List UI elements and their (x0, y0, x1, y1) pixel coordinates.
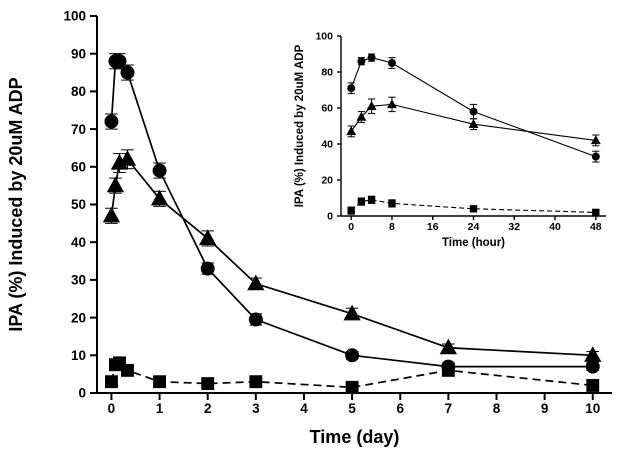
chart-inset: 0 20 40 60 80 100 0 8 16 24 32 40 48 IPA (%) Induced … (294, 31, 606, 249)
circle-marker (120, 65, 135, 80)
x-tick-label: 8 (389, 221, 395, 233)
series-squares (104, 356, 600, 394)
triangle-marker (356, 111, 367, 121)
square-marker (469, 205, 478, 213)
triangle-marker (247, 274, 265, 291)
square-marker (592, 208, 600, 217)
y-tick-label: 20 (321, 175, 333, 187)
square-marker (367, 196, 376, 204)
triangle-marker (584, 346, 602, 362)
circle-marker (367, 53, 376, 62)
y-tick-label: 30 (71, 273, 86, 288)
series-triangles (346, 96, 601, 147)
square-marker (586, 379, 600, 392)
series-line (350, 57, 596, 158)
x-tick-label: 4 (300, 401, 308, 416)
x-axis-label: Time (day) (310, 427, 400, 447)
triangle-marker (590, 135, 601, 145)
x-tick-label: 2 (204, 401, 212, 416)
triangle-marker (439, 338, 458, 355)
x-tick-label: 48 (590, 221, 602, 233)
y-tick-label: 10 (71, 348, 86, 363)
y-tick-label: 40 (71, 235, 86, 250)
triangle-marker (387, 99, 397, 109)
y-tick-label: 0 (327, 211, 333, 223)
triangle-marker (468, 119, 479, 128)
circle-marker (200, 261, 215, 276)
circle-marker (591, 152, 600, 161)
x-tick-label: 0 (108, 401, 116, 416)
y-axis-label: IPA (%) Induced by 20uM ADP (6, 77, 26, 331)
x-tick-label: 8 (493, 401, 501, 416)
y-tick-label: 90 (71, 46, 86, 61)
triangle-marker (343, 304, 361, 321)
square-marker (347, 206, 355, 215)
y-tick-label: 50 (71, 197, 86, 212)
series-line (110, 158, 593, 357)
square-marker (441, 363, 455, 377)
square-marker (104, 375, 118, 389)
triangle-marker (150, 189, 169, 206)
x-tick-label: 5 (348, 401, 356, 416)
x-tick-label: 9 (541, 401, 549, 416)
x-tick-label: 3 (252, 401, 260, 416)
circle-marker (585, 359, 600, 374)
circle-marker (469, 107, 478, 116)
series-triangles (102, 149, 602, 362)
y-tick-label: 60 (321, 103, 333, 115)
y-tick-label: 100 (315, 31, 333, 43)
square-marker (357, 197, 366, 206)
y-tick-label: 80 (71, 84, 86, 99)
series-circles (347, 53, 600, 163)
circle-marker (104, 114, 119, 129)
triangle-marker (366, 101, 377, 110)
circle-marker (387, 59, 396, 67)
square-marker (345, 380, 359, 394)
y-tick-label: 40 (321, 139, 333, 151)
circle-marker (345, 348, 360, 363)
x-tick-label: 32 (508, 221, 520, 233)
y-tick-label: 70 (71, 122, 86, 137)
triangle-marker (199, 229, 217, 245)
square-marker (388, 199, 396, 208)
triangle-marker (106, 176, 125, 193)
x-axis-label: Time (hour) (442, 237, 505, 249)
square-marker (153, 375, 167, 389)
triangle-marker (346, 126, 357, 136)
x-tick-label: 24 (468, 221, 480, 233)
x-tick-label: 7 (445, 401, 453, 416)
y-tick-label: 0 (78, 386, 86, 401)
circle-marker (112, 54, 127, 69)
triangle-marker (102, 206, 121, 223)
y-tick-label: 20 (71, 310, 86, 325)
circle-marker (347, 84, 356, 93)
circle-marker (248, 312, 263, 327)
circle-marker (357, 57, 366, 66)
y-axis-label: IPA (%) Induced by 20uM ADP (294, 44, 306, 207)
y-tick-label: 80 (321, 67, 333, 79)
square-marker (249, 375, 263, 389)
x-tick-label: 6 (396, 401, 404, 416)
x-tick-label: 1 (156, 401, 164, 416)
series-squares (347, 195, 600, 217)
y-tick-label: 100 (63, 9, 86, 24)
x-tick-label: 0 (348, 221, 354, 233)
triangle-marker (118, 150, 137, 166)
x-tick-label: 16 (427, 221, 439, 233)
y-tick-label: 60 (71, 160, 86, 175)
square-marker (201, 377, 215, 391)
x-tick-label: 40 (549, 221, 561, 233)
square-marker (121, 363, 134, 377)
circle-marker (152, 163, 167, 178)
x-tick-label: 10 (585, 401, 600, 416)
